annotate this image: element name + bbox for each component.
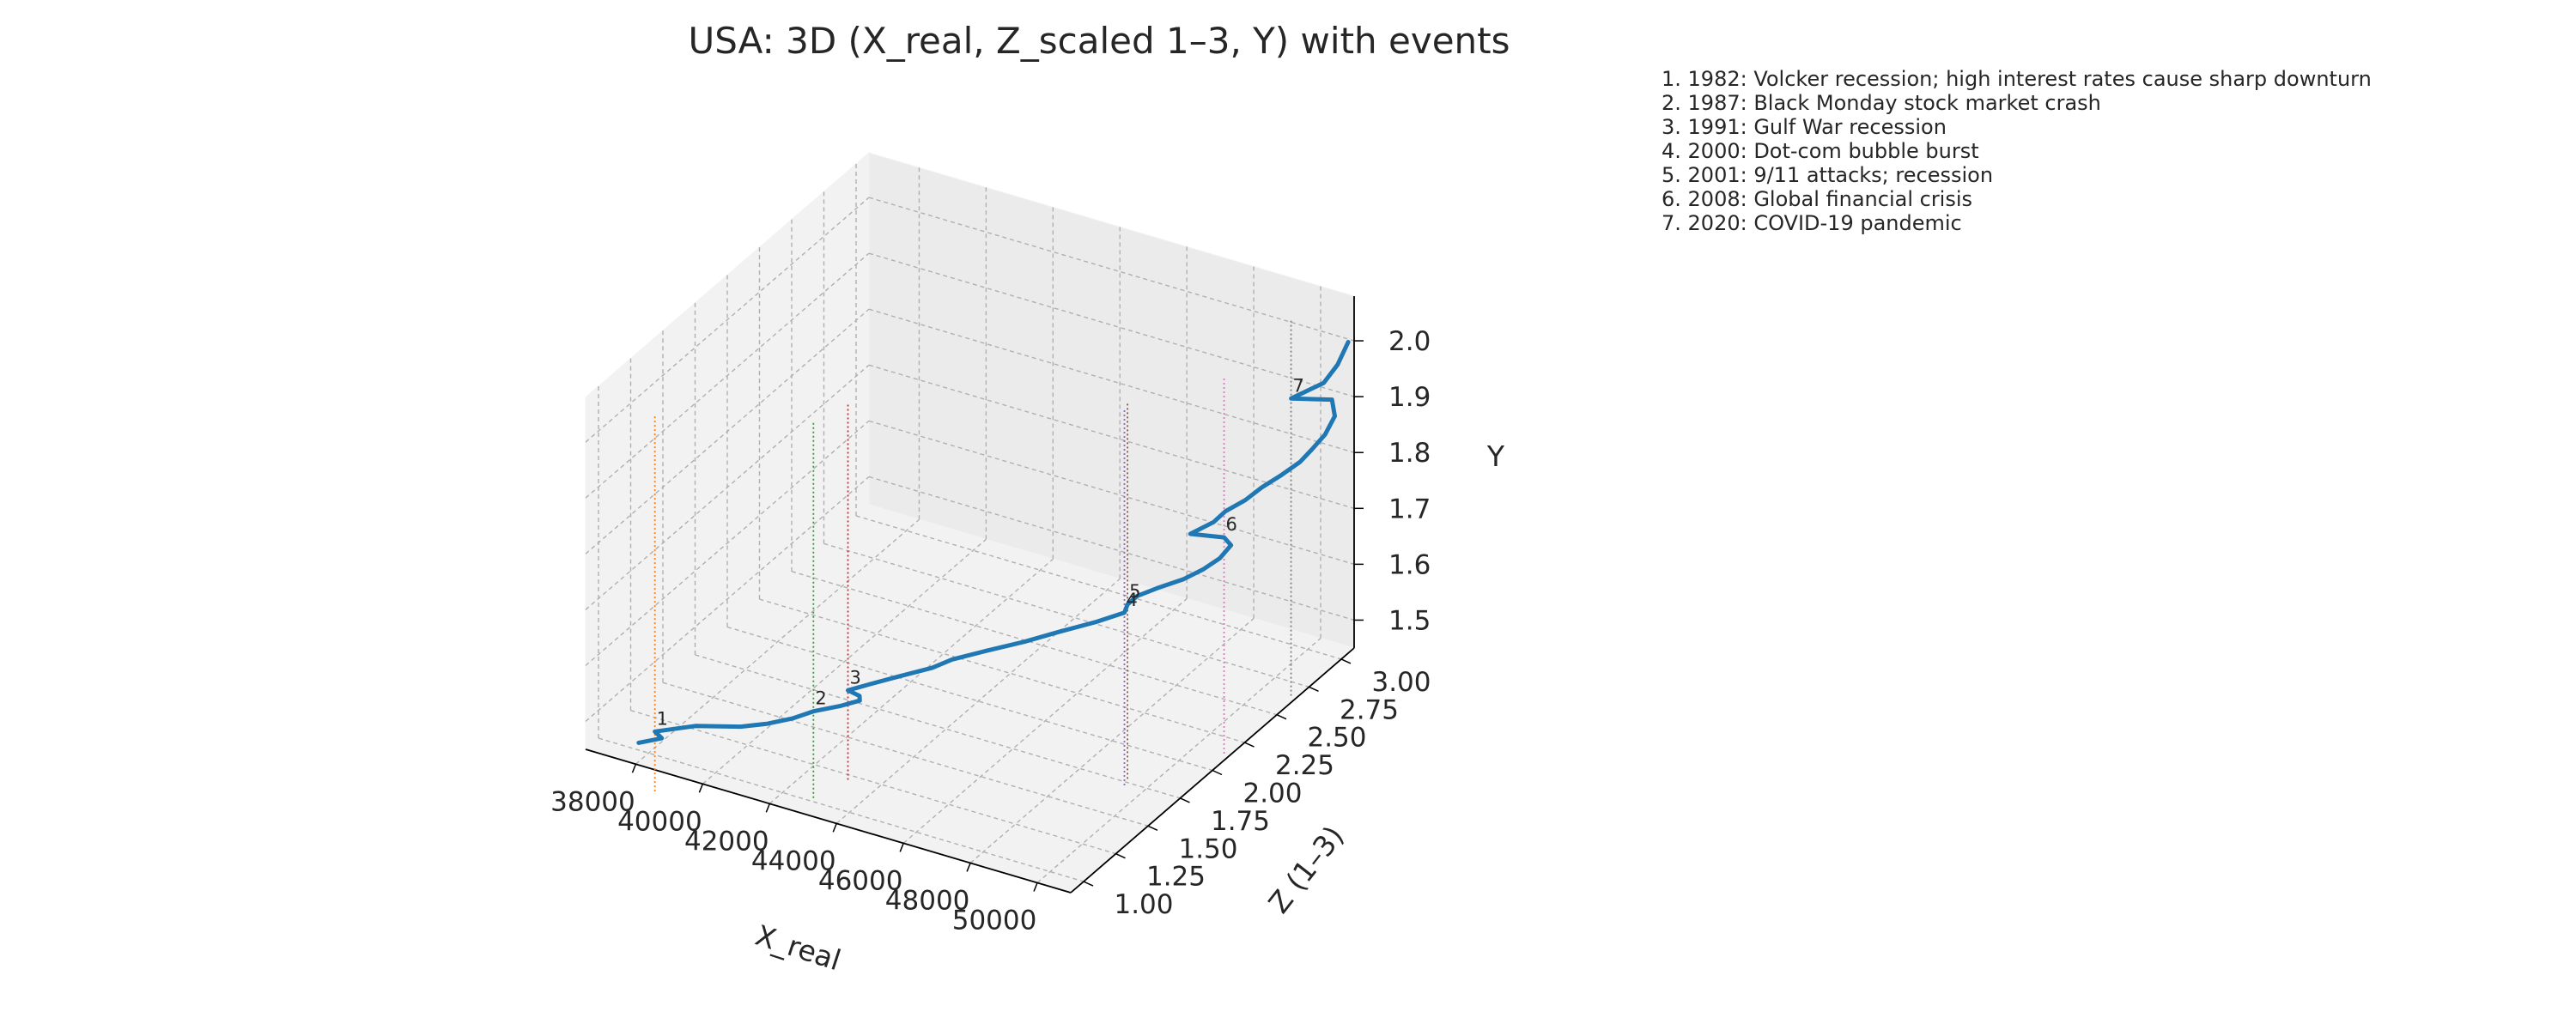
- event-number-4: 4: [1127, 590, 1138, 610]
- z-tick-label: 2.50: [1307, 723, 1366, 754]
- z-tick-mark: [1115, 852, 1126, 859]
- z-tick-label: 2.75: [1340, 694, 1399, 725]
- gridline-x-floor: [702, 538, 987, 785]
- legend-entry: 7. 2020: COVID-19 pandemic: [1662, 211, 1962, 235]
- gridline-z-floor: [759, 598, 1245, 743]
- x-tick-label: 44000: [751, 845, 836, 876]
- y-tick-label: 1.9: [1388, 382, 1431, 413]
- gridline-x-floor: [769, 558, 1054, 804]
- events-legend: 1. 1982: Volcker recession; high interes…: [1662, 67, 2372, 235]
- legend-entry: 4. 2000: Dot-com bubble burst: [1662, 139, 1979, 163]
- y-tick-label: 1.7: [1388, 494, 1431, 524]
- x-tick-mark: [698, 784, 704, 793]
- z-tick-mark: [1083, 881, 1094, 887]
- z-tick-label: 1.25: [1146, 862, 1206, 893]
- event-number-1: 1: [657, 708, 668, 729]
- y-tick-label: 1.8: [1388, 438, 1431, 469]
- x-tick-label: 46000: [818, 865, 903, 896]
- z-tick-label: 2.00: [1242, 779, 1302, 809]
- x-tick-mark: [1033, 882, 1038, 892]
- series-line: [636, 340, 1351, 745]
- x-tick-mark: [765, 803, 771, 813]
- gridline-x-floor: [635, 518, 920, 765]
- gridline-y-back: [868, 252, 1355, 397]
- gridline-z-floor: [662, 682, 1149, 827]
- gridline-y-back: [868, 308, 1355, 453]
- legend-entry: 1. 1982: Volcker recession; high interes…: [1662, 67, 2372, 91]
- z-tick-mark: [1212, 769, 1223, 776]
- event-markers: 1 2 3 45 6 7: [657, 375, 1304, 729]
- gridline-z-floor: [823, 542, 1309, 688]
- z-tick-mark: [1309, 686, 1319, 693]
- gridline-x-floor: [969, 617, 1255, 863]
- gridline-x-floor: [902, 597, 1188, 844]
- y-tick-label: 1.6: [1388, 549, 1431, 580]
- gridline-y-side: [585, 252, 870, 499]
- gridline-z-floor: [791, 571, 1278, 716]
- z-tick-mark: [1244, 742, 1255, 748]
- event-number-2: 2: [815, 688, 826, 709]
- x-axis-line: [585, 748, 1072, 894]
- z-tick-mark: [1180, 797, 1190, 803]
- x-tick-label: 38000: [550, 786, 635, 817]
- gridline-x-floor: [835, 578, 1121, 824]
- gridline-y-back: [868, 197, 1355, 342]
- event-number-5: 5: [1129, 581, 1140, 602]
- event-number-3: 3: [850, 667, 861, 688]
- legend-entry: 6. 2008: Global financial crisis: [1662, 187, 1973, 211]
- gridline-y-side: [585, 197, 870, 443]
- event-lines: [653, 318, 1292, 798]
- tick-labels: 380004000042000440004600048000500001.001…: [550, 326, 1431, 936]
- x-tick-mark: [631, 763, 637, 773]
- gridline-y-side: [585, 476, 870, 722]
- gridline-z-floor: [630, 709, 1116, 855]
- z-tick-mark: [1276, 714, 1287, 720]
- gridline-z-floor: [598, 737, 1084, 882]
- z-tick-label: 2.25: [1275, 750, 1334, 781]
- x-axis-label: X_real: [751, 918, 845, 978]
- gridline-y-side: [585, 364, 870, 610]
- chart-title: USA: 3D (X_real, Z_scaled 1–3, Y) with e…: [688, 20, 1510, 62]
- gridline-z-floor: [726, 626, 1213, 772]
- x-tick-label: 50000: [952, 905, 1037, 936]
- y-axis-label: Z (1–3): [1261, 820, 1350, 919]
- gridline-y-back: [868, 420, 1355, 566]
- gridline-z-floor: [855, 515, 1342, 660]
- x-tick-label: 42000: [684, 826, 769, 857]
- gridline-x-floor: [1036, 637, 1321, 884]
- gridline-y-back: [868, 476, 1355, 621]
- chart-gridlines: [585, 163, 1355, 884]
- x-tick-label: 48000: [885, 885, 970, 916]
- legend-entry: 5. 2001: 9/11 attacks; recession: [1662, 163, 1994, 187]
- gridline-y-back: [868, 364, 1355, 509]
- x-tick-mark: [966, 863, 971, 872]
- x-tick-label: 40000: [617, 806, 702, 837]
- gridline-y-side: [585, 308, 870, 554]
- z-tick-label: 1.75: [1211, 806, 1270, 837]
- legend-entry: 2. 1987: Black Monday stock market crash: [1662, 91, 2101, 115]
- event-number-7: 7: [1293, 375, 1304, 396]
- chart-axes: [585, 296, 1364, 894]
- z-tick-label: 1.00: [1114, 889, 1173, 920]
- legend-entry: 3. 1991: Gulf War recession: [1662, 115, 1947, 139]
- z-axis-label: Y: [1486, 439, 1505, 473]
- chart-panes: [584, 151, 1356, 894]
- gridline-z-floor: [695, 654, 1181, 799]
- z-tick-label: 1.50: [1178, 833, 1237, 864]
- z-tick-mark: [1147, 825, 1158, 831]
- gridline-y-side: [585, 420, 870, 666]
- event-number-6: 6: [1226, 514, 1237, 535]
- z-tick-mark: [1340, 658, 1352, 664]
- data-series: [636, 340, 1351, 745]
- y-tick-label: 2.0: [1388, 326, 1431, 357]
- z-tick-label: 3.00: [1371, 667, 1431, 698]
- x-tick-mark: [899, 843, 904, 852]
- x-tick-mark: [832, 823, 837, 833]
- y-tick-label: 1.5: [1388, 605, 1431, 636]
